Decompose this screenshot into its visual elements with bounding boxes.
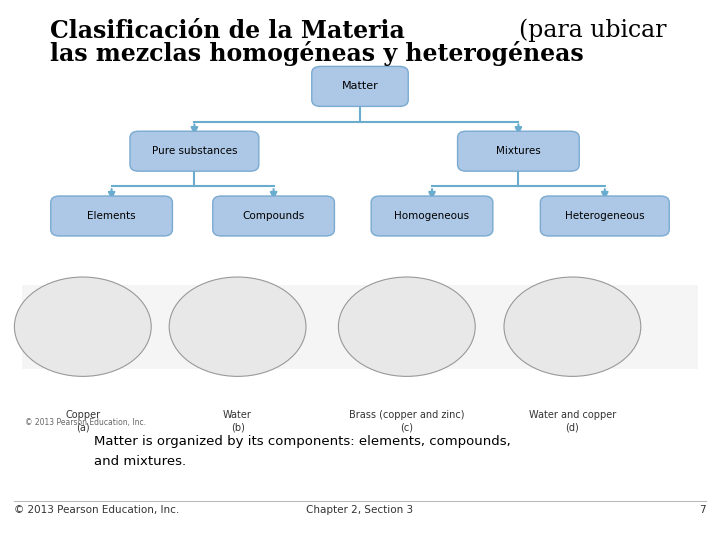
Text: Mixtures: Mixtures — [496, 146, 541, 156]
Text: Chapter 2, Section 3: Chapter 2, Section 3 — [307, 505, 413, 515]
Text: © 2013 Pearson Education, Inc.: © 2013 Pearson Education, Inc. — [25, 418, 146, 428]
FancyBboxPatch shape — [458, 131, 579, 171]
Ellipse shape — [504, 277, 641, 376]
Text: Matter is organized by its components: elements, compounds,: Matter is organized by its components: e… — [94, 435, 510, 448]
Text: Water and copper
(d): Water and copper (d) — [528, 410, 616, 433]
FancyBboxPatch shape — [130, 131, 259, 171]
Ellipse shape — [169, 277, 306, 376]
Text: © 2013 Pearson Education, Inc.: © 2013 Pearson Education, Inc. — [14, 505, 180, 515]
FancyBboxPatch shape — [312, 66, 408, 106]
Text: Copper
(a): Copper (a) — [66, 410, 100, 433]
Text: las mezclas homogéneas y heterogéneas: las mezclas homogéneas y heterogéneas — [50, 40, 584, 65]
Text: Clasificación de la Materia: Clasificación de la Materia — [50, 19, 413, 43]
Text: Pure substances: Pure substances — [152, 146, 237, 156]
FancyBboxPatch shape — [372, 196, 492, 236]
Text: Matter: Matter — [341, 82, 379, 91]
Text: Homogeneous: Homogeneous — [395, 211, 469, 221]
Ellipse shape — [338, 277, 475, 376]
Text: and mixtures.: and mixtures. — [94, 455, 186, 468]
Text: Heterogeneous: Heterogeneous — [565, 211, 644, 221]
Ellipse shape — [14, 277, 151, 376]
Text: Compounds: Compounds — [243, 211, 305, 221]
Text: Water
(b): Water (b) — [223, 410, 252, 433]
FancyBboxPatch shape — [213, 196, 334, 236]
Text: Elements: Elements — [87, 211, 136, 221]
FancyBboxPatch shape — [50, 196, 173, 236]
FancyBboxPatch shape — [22, 285, 698, 368]
Text: (para ubicar: (para ubicar — [519, 19, 666, 43]
FancyBboxPatch shape — [540, 196, 670, 236]
Text: 7: 7 — [699, 505, 706, 515]
Text: Brass (copper and zinc)
(c): Brass (copper and zinc) (c) — [349, 410, 464, 433]
